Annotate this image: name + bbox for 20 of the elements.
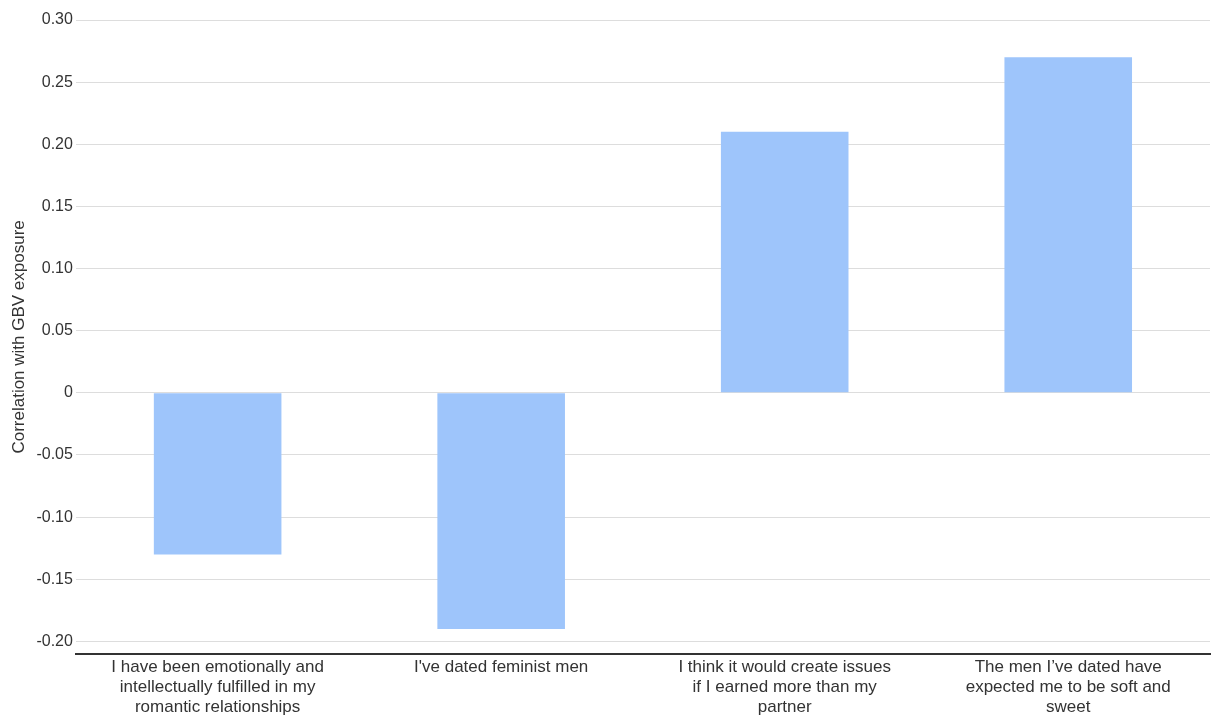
bar [153, 393, 282, 555]
y-tick-label: 0 [63, 383, 73, 401]
y-axis-title: Correlation with GBV exposure [8, 220, 28, 454]
y-tick-label: 0.10 [41, 258, 73, 276]
y-tick-label: 0.15 [41, 196, 73, 214]
y-tick-label: -0.05 [36, 445, 73, 463]
bar [437, 393, 565, 629]
y-tick-label: -0.20 [36, 631, 73, 649]
y-tick-label: 0.20 [41, 134, 73, 152]
bar [1004, 57, 1133, 393]
y-tick-label: 0.25 [41, 72, 73, 90]
y-tick-label: 0.30 [41, 10, 73, 28]
bar [720, 131, 849, 393]
y-tick-label: -0.15 [36, 569, 73, 587]
x-tick-label: I've dated feminist men [414, 656, 589, 676]
y-tick-label: 0.05 [41, 321, 73, 339]
x-tick-label: I have been emotionally and intellectually fulfilled in my romantic relationships [111, 656, 324, 717]
y-tick-label: -0.10 [36, 507, 73, 525]
x-tick-label: I think it would create issues if I earned more than my partner [678, 656, 892, 717]
x-tick-label: The men I’ve dated have expected me to be soft and sweet [965, 656, 1171, 717]
